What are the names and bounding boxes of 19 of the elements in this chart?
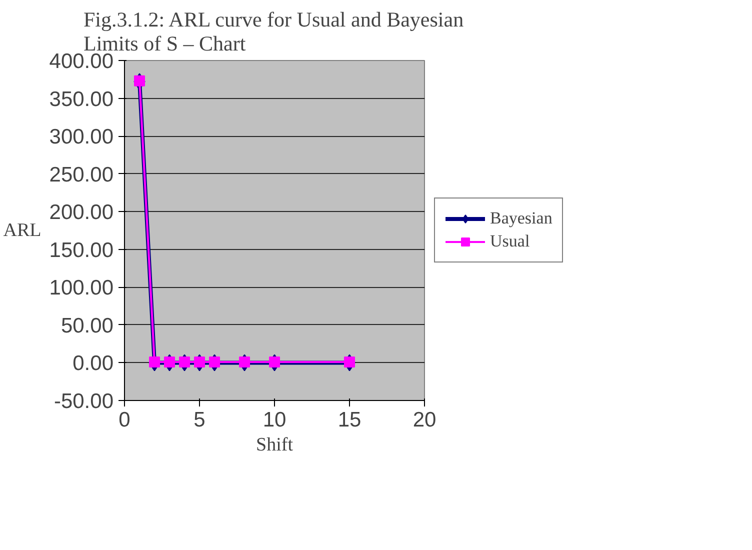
y-tick-label: 200.00 xyxy=(49,201,114,224)
x-axis-title: Shift xyxy=(256,434,294,456)
x-tick-label: 5 xyxy=(194,408,206,432)
y-tick-label: -50.00 xyxy=(54,390,114,413)
x-tick-label: 10 xyxy=(262,408,286,432)
legend-label: Bayesian xyxy=(490,208,552,228)
x-tick-label: 20 xyxy=(412,408,436,432)
y-tick-label: 100.00 xyxy=(49,276,114,300)
y-tick-label: 250.00 xyxy=(49,163,114,186)
y-tick-label: 350.00 xyxy=(49,88,114,111)
y-tick-label: 400.00 xyxy=(49,50,114,73)
y-axis-title: ARL xyxy=(3,220,42,241)
x-tick-label: 15 xyxy=(338,408,362,432)
y-tick-label: 0.00 xyxy=(72,352,114,376)
x-tick-label: 0 xyxy=(118,408,130,432)
y-tick-label: 150.00 xyxy=(49,238,114,262)
legend-label: Usual xyxy=(490,232,530,252)
y-tick-label: 50.00 xyxy=(60,314,114,338)
y-tick-label: 300.00 xyxy=(49,126,114,149)
